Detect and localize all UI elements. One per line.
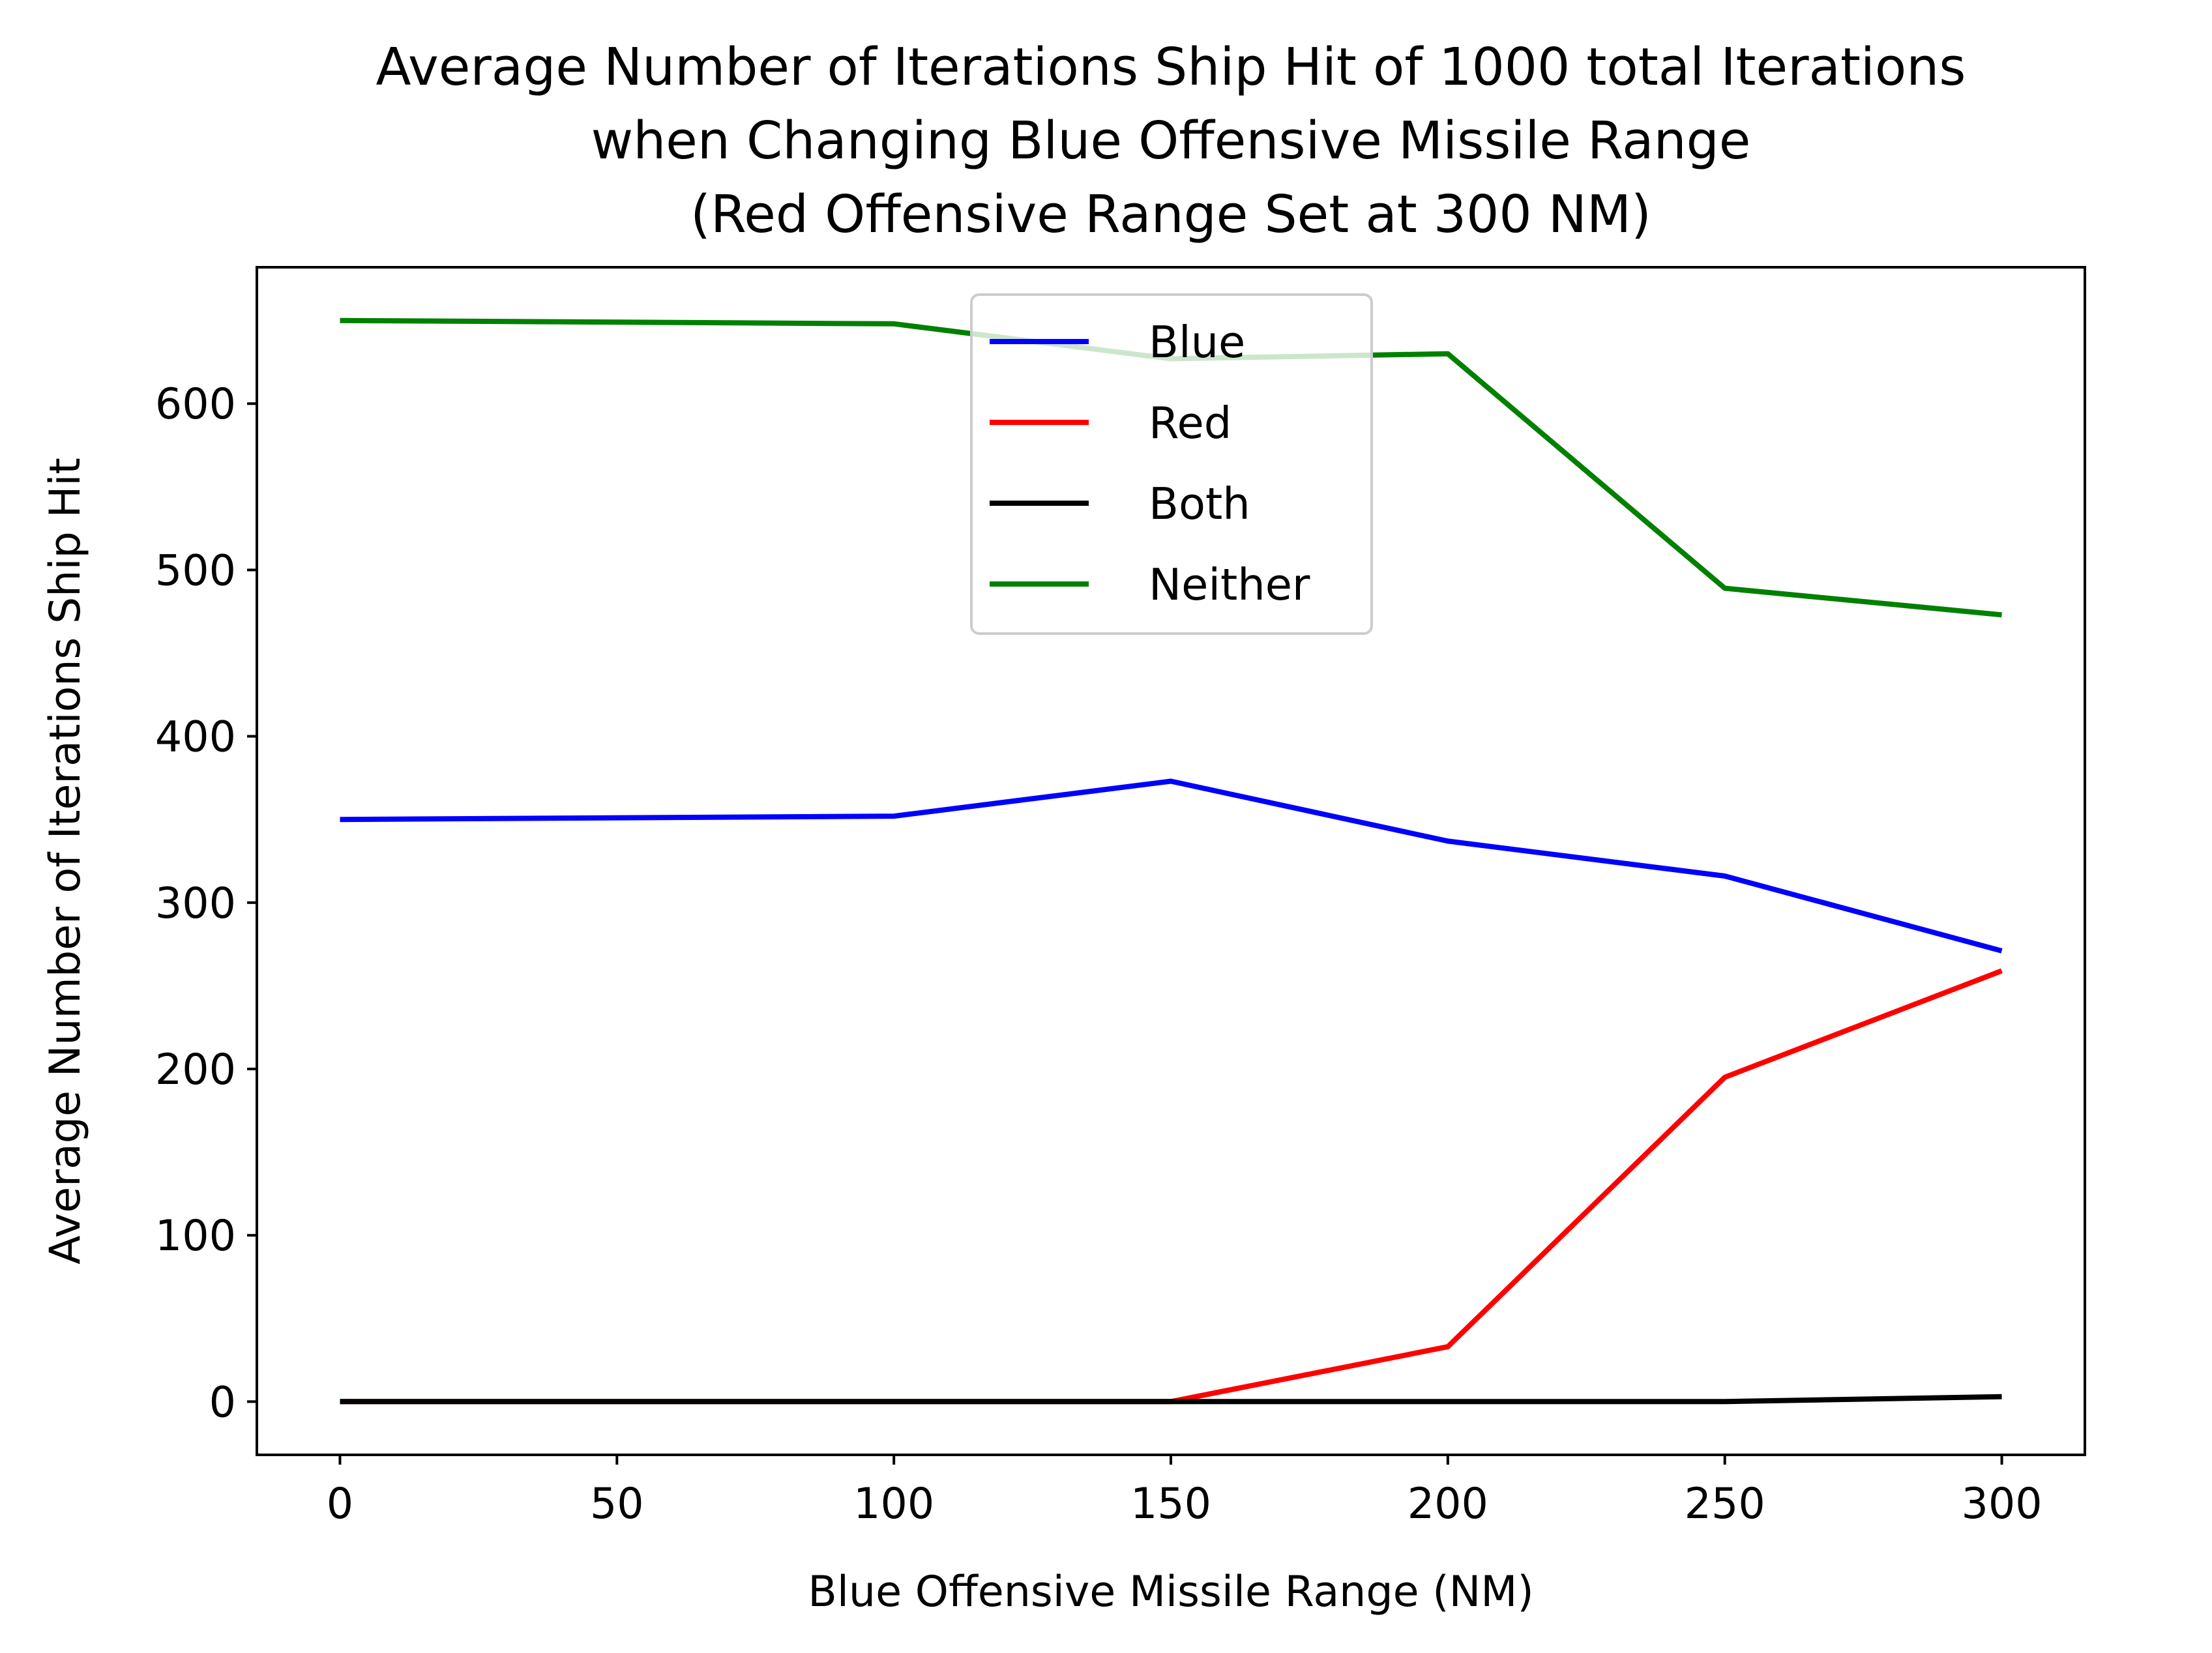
y-tick-label: 200 [155, 1046, 236, 1094]
legend-label-blue: Blue [1149, 317, 1245, 368]
x-tick-label: 50 [590, 1480, 644, 1529]
series-line-blue [340, 778, 2003, 954]
legend: Blue Red Both Neither [970, 293, 1373, 635]
x-tick-label: 150 [1130, 1480, 1211, 1529]
legend-label-both: Both [1149, 478, 1250, 529]
y-axis-ticks: 0 100 200 300 400 500 600 [155, 380, 257, 1427]
x-axis-ticks: 0 50 100 150 200 250 300 [327, 1455, 2042, 1529]
chart-title-line-2: when Changing Blue Offensive Missile Ran… [591, 111, 1751, 171]
x-axis-label: Blue Offensive Missile Range (NM) [808, 1568, 1533, 1616]
chart-title: Average Number of Iterations Ship Hit of… [376, 37, 1966, 244]
y-tick-label: 400 [155, 713, 236, 762]
series-line-both [340, 1394, 2002, 1405]
x-tick-label: 300 [1962, 1480, 2042, 1529]
series-line-red [340, 968, 2003, 1405]
y-axis-label: Average Number of Iterations Ship Hit [41, 458, 90, 1265]
x-tick-label: 200 [1408, 1480, 1488, 1529]
x-tick-label: 100 [853, 1480, 934, 1529]
y-tick-label: 500 [155, 546, 236, 595]
legend-label-red: Red [1149, 398, 1231, 448]
y-tick-label: 100 [155, 1212, 236, 1261]
x-tick-label: 0 [327, 1480, 353, 1529]
y-tick-label: 0 [209, 1378, 236, 1427]
y-tick-label: 300 [155, 879, 236, 928]
legend-label-neither: Neither [1149, 559, 1310, 610]
legend-box [970, 293, 1373, 635]
y-tick-label: 600 [155, 380, 236, 429]
chart-title-line-3: (Red Offensive Range Set at 300 NM) [690, 184, 1651, 244]
x-tick-label: 250 [1685, 1480, 1765, 1529]
chart-title-line-1: Average Number of Iterations Ship Hit of… [376, 37, 1966, 97]
